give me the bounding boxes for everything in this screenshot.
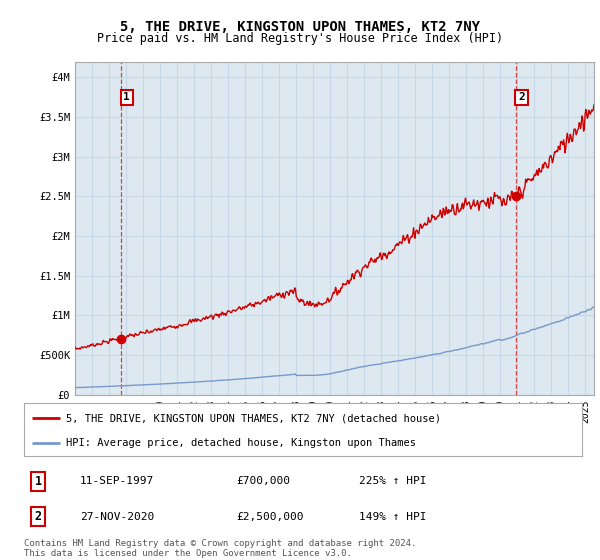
Text: 5, THE DRIVE, KINGSTON UPON THAMES, KT2 7NY (detached house): 5, THE DRIVE, KINGSTON UPON THAMES, KT2 … bbox=[66, 413, 441, 423]
Text: 2: 2 bbox=[34, 510, 41, 523]
Text: £2,500,000: £2,500,000 bbox=[236, 512, 304, 521]
Text: 1: 1 bbox=[124, 92, 130, 102]
Text: 1: 1 bbox=[34, 475, 41, 488]
Text: £700,000: £700,000 bbox=[236, 477, 290, 486]
Text: 149% ↑ HPI: 149% ↑ HPI bbox=[359, 512, 426, 521]
Text: Price paid vs. HM Land Registry's House Price Index (HPI): Price paid vs. HM Land Registry's House … bbox=[97, 32, 503, 45]
Text: 11-SEP-1997: 11-SEP-1997 bbox=[80, 477, 154, 486]
Text: 5, THE DRIVE, KINGSTON UPON THAMES, KT2 7NY: 5, THE DRIVE, KINGSTON UPON THAMES, KT2 … bbox=[120, 20, 480, 34]
Text: 225% ↑ HPI: 225% ↑ HPI bbox=[359, 477, 426, 486]
Text: HPI: Average price, detached house, Kingston upon Thames: HPI: Average price, detached house, King… bbox=[66, 438, 416, 448]
Text: 2: 2 bbox=[518, 92, 525, 102]
Text: 27-NOV-2020: 27-NOV-2020 bbox=[80, 512, 154, 521]
Text: Contains HM Land Registry data © Crown copyright and database right 2024.
This d: Contains HM Land Registry data © Crown c… bbox=[24, 539, 416, 558]
